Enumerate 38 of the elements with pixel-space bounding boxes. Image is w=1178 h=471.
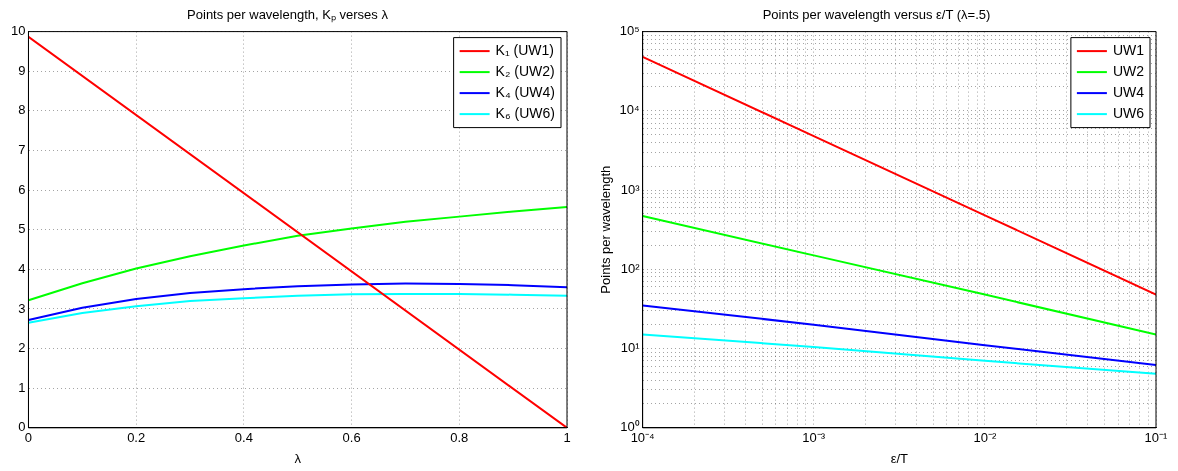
x-tick-label: 0.6 <box>342 430 361 446</box>
y-tick-label: 10⁴ <box>619 102 640 118</box>
x-tick-label: 0.4 <box>234 430 253 446</box>
x-axis-title: ε/T <box>890 450 909 466</box>
chart-title: Points per wavelength, Kₚ verses λ <box>187 7 389 24</box>
y-tick-label: 7 <box>18 142 26 158</box>
legend-label: UW4 <box>1112 83 1145 100</box>
x-tick-label: 10⁻³ <box>802 430 826 446</box>
y-tick-label: 0 <box>18 419 26 435</box>
legend-label: K₄ (UW4) <box>495 83 556 100</box>
y-tick-label: 1 <box>18 379 26 395</box>
x-tick-label: 1 <box>563 430 571 446</box>
chart-title: Points per wavelength versus ε/T (λ=.5) <box>762 7 991 23</box>
y-tick-label: 2 <box>18 340 26 356</box>
y-axis-title: Points per wavelength <box>598 165 614 294</box>
y-tick-label: 10² <box>620 260 641 276</box>
x-tick-label: 0.2 <box>127 430 146 446</box>
legend-label: UW1 <box>1112 41 1145 58</box>
y-tick-label: 10 <box>10 23 26 39</box>
legend-label: UW6 <box>1112 104 1145 121</box>
x-tick-label: 0.8 <box>450 430 469 446</box>
y-tick-label: 9 <box>18 62 26 78</box>
y-tick-label: 4 <box>18 260 26 276</box>
y-tick-label: 5 <box>18 221 26 237</box>
x-tick-label: 10⁻⁴ <box>630 430 655 446</box>
legend-label: K₂ (UW2) <box>495 62 555 79</box>
y-tick-label: 3 <box>18 300 26 316</box>
legend-label: K₆ (UW6) <box>495 104 555 121</box>
x-tick-label: 10⁻¹ <box>1144 430 1169 446</box>
legend-label: UW2 <box>1112 62 1145 79</box>
x-axis-title: λ <box>294 450 302 466</box>
y-tick-label: 6 <box>18 181 26 197</box>
y-tick-label: 8 <box>18 102 26 118</box>
x-tick-label: 10⁻² <box>973 430 997 446</box>
y-tick-label: 10¹ <box>620 340 641 356</box>
y-tick-label: 10⁵ <box>619 23 640 39</box>
y-tick-label: 10³ <box>620 181 641 197</box>
legend-label: K₁ (UW1) <box>495 41 555 58</box>
